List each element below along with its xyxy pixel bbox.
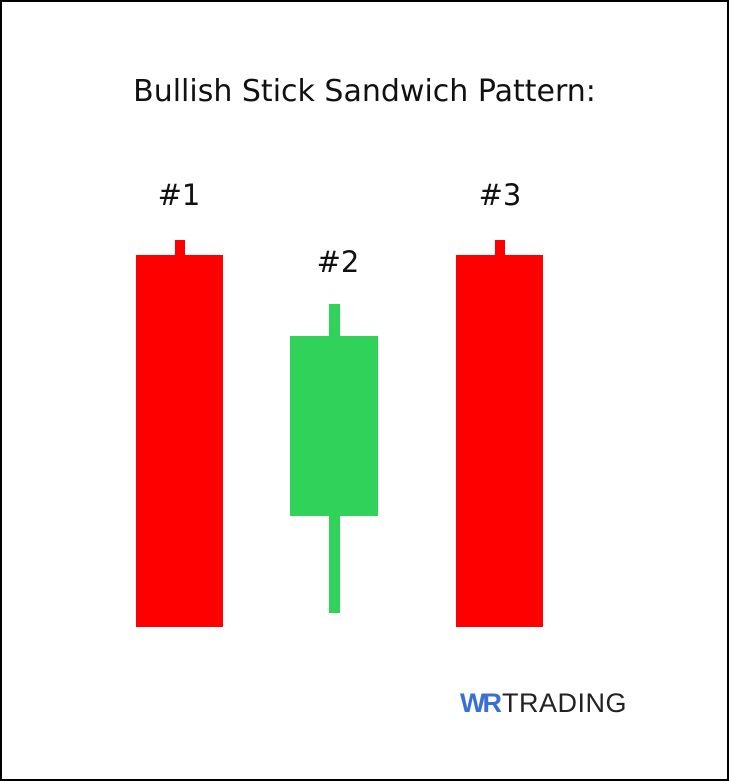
wr-trading-logo: WR TRADING [460,688,627,719]
candle-3-body [456,255,543,627]
candle-3-label: #3 [478,178,522,212]
diagram-title: Bullish Stick Sandwich Pattern: [133,74,596,109]
candle-2-body [290,336,378,516]
candle-2-label: #2 [316,245,360,279]
candle-3-wick [495,240,505,256]
candle-1-wick [175,240,185,256]
logo-text: TRADING [501,688,627,718]
candle-1-body [136,255,223,627]
candle-1-label: #1 [157,178,201,212]
logo-mark: WR [460,688,502,718]
